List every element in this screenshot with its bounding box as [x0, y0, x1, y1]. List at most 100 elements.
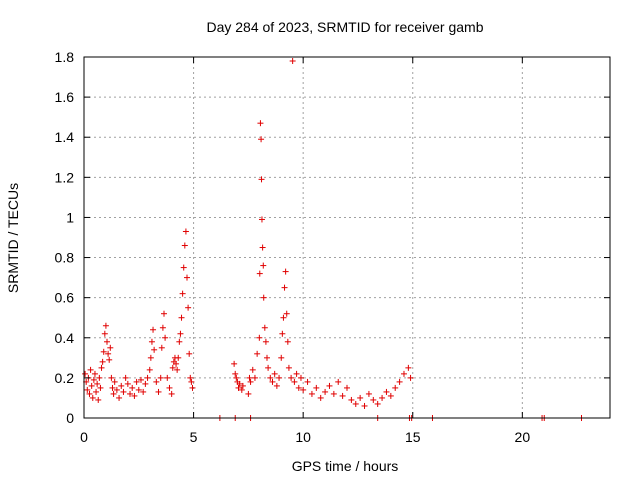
- data-point: [407, 374, 414, 381]
- y-tick-label: 1.8: [55, 49, 75, 65]
- data-point: [392, 384, 399, 391]
- data-point: [159, 324, 166, 331]
- data-point: [256, 270, 263, 277]
- data-points: [82, 58, 585, 421]
- axes: [83, 56, 611, 419]
- data-point: [168, 390, 175, 397]
- data-point: [88, 382, 95, 389]
- data-point: [249, 366, 256, 373]
- data-point: [260, 262, 267, 269]
- data-point: [82, 370, 89, 377]
- data-point: [189, 384, 196, 391]
- data-point: [283, 310, 290, 317]
- data-point: [87, 366, 94, 373]
- x-tick-label: 20: [515, 429, 531, 445]
- data-point: [107, 344, 114, 351]
- data-point: [278, 354, 285, 361]
- data-point: [116, 394, 123, 401]
- data-point: [108, 374, 115, 381]
- data-point: [265, 364, 272, 371]
- data-point: [276, 374, 283, 381]
- data-point: [127, 390, 134, 397]
- data-point: [260, 294, 267, 301]
- data-point: [187, 374, 194, 381]
- data-point: [162, 334, 169, 341]
- data-point: [166, 384, 173, 391]
- data-point: [91, 370, 98, 377]
- data-point: [151, 346, 158, 353]
- data-point: [279, 330, 286, 337]
- data-point: [118, 382, 125, 389]
- data-point: [308, 390, 315, 397]
- data-point: [148, 338, 155, 345]
- data-point: [95, 396, 102, 403]
- tick-labels: 0 0.2 0.4 0.6 0.8 1 1.2 1.4 1.6 1.8 0 5 10 15 20: [55, 49, 531, 445]
- data-point: [177, 330, 184, 337]
- data-point: [285, 364, 292, 371]
- data-point: [176, 338, 183, 345]
- x-tick-label: 5: [190, 429, 198, 445]
- data-point: [129, 384, 136, 391]
- data-point: [361, 402, 368, 409]
- data-point: [317, 394, 324, 401]
- data-point: [400, 370, 407, 377]
- data-point: [164, 374, 171, 381]
- data-point: [264, 354, 271, 361]
- data-point: [146, 366, 153, 373]
- y-axis-label: SRMTID / TECUs: [5, 183, 21, 293]
- data-point: [137, 376, 144, 383]
- data-point: [247, 378, 254, 385]
- data-point: [233, 374, 240, 381]
- data-point: [140, 388, 147, 395]
- data-point: [396, 378, 403, 385]
- data-point: [344, 384, 350, 391]
- data-point: [282, 268, 289, 275]
- data-point: [113, 386, 120, 393]
- data-point: [102, 322, 109, 329]
- data-point: [259, 244, 266, 251]
- data-point: [251, 374, 258, 381]
- data-point: [267, 374, 274, 381]
- data-point: [184, 274, 191, 281]
- data-point: [374, 400, 381, 407]
- data-point: [178, 314, 185, 321]
- data-point: [179, 290, 186, 297]
- data-point: [297, 374, 304, 381]
- data-point: [245, 390, 252, 397]
- data-point: [348, 396, 355, 403]
- data-point: [238, 386, 245, 393]
- data-point: [109, 384, 116, 391]
- data-point: [174, 366, 181, 373]
- data-point: [155, 388, 162, 395]
- data-point: [313, 384, 320, 391]
- data-point: [235, 384, 242, 391]
- data-point: [291, 378, 298, 385]
- y-tick-label: 1.6: [55, 89, 75, 105]
- data-point: [104, 338, 111, 345]
- data-point: [150, 326, 157, 333]
- data-point: [89, 394, 96, 401]
- data-point: [269, 378, 276, 385]
- y-tick-label: 0.6: [55, 290, 75, 306]
- data-point: [352, 400, 359, 407]
- data-point: [273, 382, 280, 389]
- data-point: [181, 242, 188, 249]
- data-point: [98, 364, 105, 371]
- data-point: [254, 350, 261, 357]
- data-point: [142, 380, 149, 387]
- data-point: [110, 390, 117, 397]
- x-tick-label: 10: [295, 429, 311, 445]
- x-axis-label: GPS time / hours: [292, 458, 399, 474]
- data-point: [86, 390, 93, 397]
- data-point: [304, 378, 311, 385]
- data-point: [158, 344, 165, 351]
- data-point: [186, 350, 193, 357]
- y-tick-label: 0: [66, 410, 74, 426]
- data-point: [111, 378, 118, 385]
- data-point: [379, 394, 386, 401]
- data-point: [101, 330, 108, 337]
- data-point: [365, 390, 372, 397]
- data-point: [289, 58, 296, 65]
